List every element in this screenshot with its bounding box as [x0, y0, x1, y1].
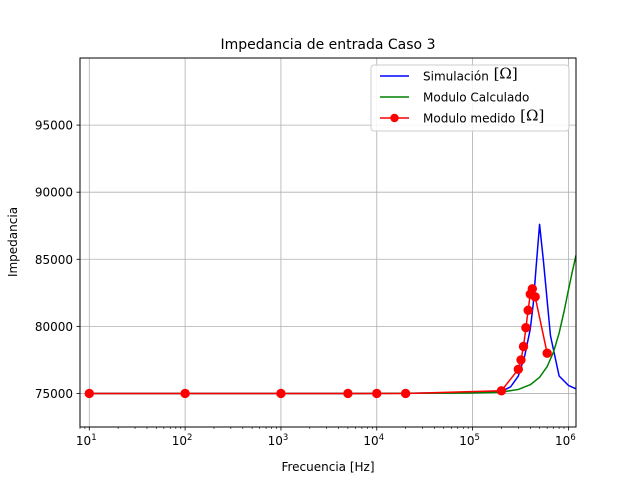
series-group — [84, 284, 552, 399]
data-point — [523, 305, 533, 315]
x-tick-label: 104 — [363, 433, 384, 448]
y-tick-label: 75000 — [35, 387, 73, 401]
x-tick-base: 10 — [459, 434, 474, 448]
x-tick-exponent: 1 — [91, 433, 96, 443]
legend-label: Simulación [Ω] — [423, 65, 518, 84]
x-tick-exponent: 5 — [475, 433, 480, 443]
data-point — [496, 386, 507, 396]
data-point — [527, 284, 538, 294]
x-tick-base: 10 — [76, 434, 91, 448]
legend-label: Modulo medido [Ω] — [423, 107, 544, 126]
x-tick-base: 10 — [363, 434, 378, 448]
data-point — [343, 388, 353, 399]
y-tick-label: 80000 — [35, 320, 73, 334]
data-point — [372, 388, 382, 399]
legend-series-name: Modulo medido — [423, 112, 515, 126]
axis-ticks: 101 102 103 104 105 1067500080000850009000095… — [35, 119, 576, 448]
data-point — [516, 355, 526, 365]
legend-marker — [390, 113, 399, 123]
data-point — [542, 348, 552, 358]
data-point — [518, 341, 529, 352]
legend-label: Modulo Calculado — [423, 91, 529, 105]
data-point — [180, 388, 190, 399]
x-tick-base: 10 — [555, 434, 570, 448]
data-point — [276, 388, 286, 399]
x-tick-exponent: 6 — [570, 433, 575, 443]
plot-area-frame — [79, 57, 577, 428]
plot-series — [84, 223, 576, 399]
y-axis-label: Impedancia — [6, 207, 20, 277]
legend-series-name: Modulo Calculado — [423, 91, 529, 105]
data-point — [84, 388, 94, 399]
x-tick-label: 101 — [76, 433, 97, 448]
x-tick-base: 10 — [268, 434, 283, 448]
x-axis-label: Frecuencia [Hz] — [281, 460, 374, 474]
legend-series-unit: [Ω] — [489, 65, 518, 83]
x-tick-base: 10 — [172, 434, 187, 448]
x-tick-exponent: 4 — [379, 433, 384, 443]
data-point — [400, 388, 411, 399]
y-tick-label: 95000 — [35, 119, 73, 133]
legend-box — [370, 64, 570, 132]
x-tick-label: 106 — [555, 433, 576, 448]
x-tick-label: 105 — [459, 433, 480, 448]
x-tick-label: 102 — [172, 433, 193, 448]
x-tick-label: 103 — [268, 433, 289, 448]
data-point — [530, 292, 540, 302]
y-tick-label: 90000 — [35, 186, 73, 200]
x-tick-exponent: 3 — [283, 433, 288, 443]
legend-series-name: Simulación — [423, 70, 489, 84]
legend: Simulación [Ω] Modulo Calculado Modulo med… — [370, 64, 570, 132]
legend-series-unit: [Ω] — [515, 107, 544, 125]
data-point — [521, 323, 531, 333]
y-tick-label: 85000 — [35, 253, 73, 267]
chart-title: Impedancia de entrada Caso 3 — [221, 37, 436, 53]
data-point — [513, 364, 524, 375]
x-tick-exponent: 2 — [187, 433, 192, 443]
